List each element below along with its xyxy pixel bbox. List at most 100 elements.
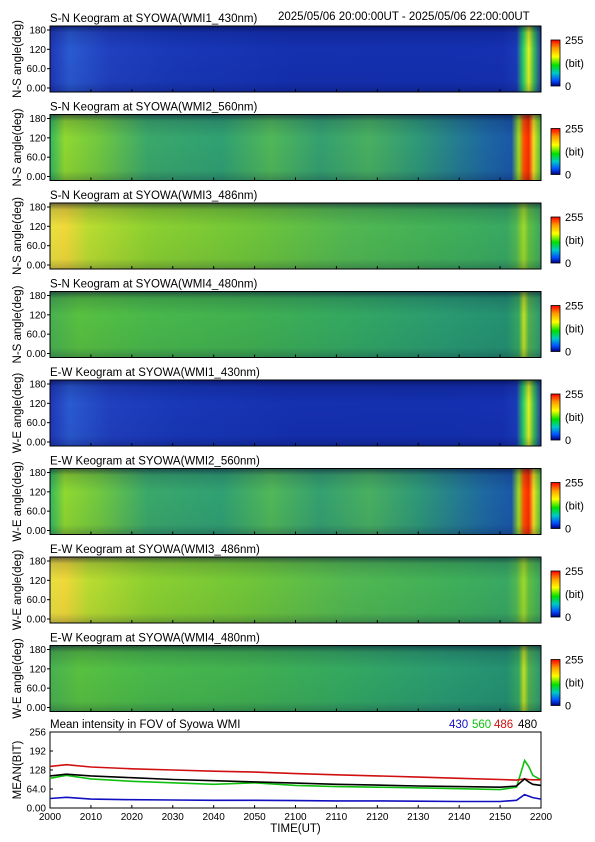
keogram-shading [50,114,541,181]
colorbar [550,39,561,87]
mean-xlabel: TIME(UT) [270,823,321,835]
y-tick-label: 120 [29,487,46,498]
keogram-ylabel: W-E angle(deg) [12,638,24,718]
keogram-title: S-N Keogram at SYOWA(WMI1_430nm) [50,13,257,25]
y-tick-label: 60.0 [27,418,47,429]
series-line-480 [49,773,542,789]
mean-plot-frame [49,731,542,809]
colorbar-max-label: 255 [565,301,583,313]
keogram-panel: S-N Keogram at SYOWA(WMI3_486nm) 180 120 60… [12,190,584,275]
mean-x-tick-label: 2020 [121,812,144,823]
colorbar-unit-label: (bit) [565,412,584,424]
colorbar [550,393,561,441]
colorbar-max-label: 255 [565,389,583,401]
y-tick-label: 60.0 [27,241,47,252]
y-tick-label: 0.00 [27,172,47,183]
y-tick-label: 180 [29,468,46,479]
colorbar-unit-label: (bit) [565,147,584,159]
keogram-title: E-W Keogram at SYOWA(WMI2_560nm) [50,456,260,468]
mean-y-tick-label: 64.0 [27,785,47,796]
keogram-title: E-W Keogram at SYOWA(WMI3_486nm) [50,544,260,556]
y-tick-label: 60.0 [27,330,47,341]
keogram-ylabel: N-S angle(deg) [12,197,24,275]
mean-y-tick-label: 0.00 [27,804,47,815]
mean-x-tick-label: 2000 [39,812,62,823]
y-tick-label: 60.0 [27,153,47,164]
keogram-ylabel: W-E angle(deg) [12,461,24,541]
mean-x-tick-label: 2120 [366,812,389,823]
mean-x-tick-label: 2030 [162,812,185,823]
y-tick-label: 0.00 [27,349,47,360]
colorbar-min-label: 0 [565,524,571,536]
colorbar-unit-label: (bit) [565,235,584,247]
mean-x-tick-label: 2140 [448,812,471,823]
keogram-ylabel: N-S angle(deg) [12,285,24,363]
keogram-shading [50,291,541,358]
mean-x-tick-label: 2100 [284,812,307,823]
y-tick-label: 120 [29,664,46,675]
y-tick-label: 60.0 [27,507,47,518]
y-tick-label: 180 [29,26,46,37]
colorbar-min-label: 0 [565,612,571,624]
keogram-shading [50,557,541,623]
mean-x-tick-label: 2130 [407,812,430,823]
y-tick-label: 120 [29,399,46,410]
mean-ylabel: MEAN(BIT) [12,740,24,799]
header-time-range: 2025/05/06 20:00:00UT - 2025/05/06 22:00… [278,11,530,23]
y-tick-label: 0.00 [27,438,47,449]
mean-x-tick-label: 2200 [530,812,553,823]
keogram-shading [50,645,541,712]
keogram-panel: E-W Keogram at SYOWA(WMI4_480nm) 180 120 60… [12,633,584,719]
series-line-560 [49,758,542,791]
keogram-shading [50,380,541,446]
colorbar-unit-label: (bit) [565,501,584,513]
mean-x-tick-label: 2150 [489,812,512,823]
mean-x-tick-label: 2110 [326,812,348,823]
colorbar-unit-label: (bit) [565,58,584,70]
keogram-panel: E-W Keogram at SYOWA(WMI3_486nm) 180 120 60… [12,544,584,630]
mean-y-tick-label: 192 [29,747,46,758]
y-tick-label: 120 [29,310,46,321]
keogram-panel: S-N Keogram at SYOWA(WMI1_430nm) 180 120 60… [12,13,584,98]
y-tick-label: 0.00 [27,703,47,714]
colorbar [550,570,561,618]
y-tick-label: 120 [29,133,46,144]
y-tick-label: 120 [29,576,46,587]
colorbar-unit-label: (bit) [565,589,584,601]
keogram-panels: S-N Keogram at SYOWA(WMI1_430nm) 180 120 60… [12,13,584,719]
series-line-430 [49,793,542,803]
y-tick-label: 120 [29,45,46,56]
keogram-ylabel: N-S angle(deg) [12,20,24,98]
y-tick-label: 180 [29,380,46,391]
keogram-panel: S-N Keogram at SYOWA(WMI2_560nm) 180 120 60… [12,102,584,187]
keogram-panel: S-N Keogram at SYOWA(WMI4_480nm) 180 120 60… [12,279,584,364]
y-tick-label: 180 [29,203,46,214]
mean-y-tick-label: 128 [29,766,46,777]
legend-entry: 480 [518,719,537,731]
y-tick-label: 60.0 [27,595,47,606]
y-tick-label: 180 [29,291,46,302]
legend-entry: 560 [472,719,491,731]
keogram-panel: E-W Keogram at SYOWA(WMI2_560nm) 180 120 60… [12,456,584,542]
y-tick-label: 180 [29,645,46,656]
colorbar-max-label: 255 [565,566,583,578]
y-tick-label: 180 [29,114,46,125]
colorbar-unit-label: (bit) [565,324,584,336]
colorbar-max-label: 255 [565,124,583,136]
mean-x-tick-label: 2010 [80,812,103,823]
keogram-title: E-W Keogram at SYOWA(WMI4_480nm) [50,633,260,645]
colorbar-min-label: 0 [565,435,571,447]
legend-entry: 486 [494,719,513,731]
keogram-ylabel: W-E angle(deg) [12,550,24,630]
mean-x-tick-label: 2040 [203,812,226,823]
mean-x-tick-label: 2050 [243,812,266,823]
colorbar-max-label: 255 [565,212,583,224]
colorbar-min-label: 0 [565,81,571,93]
keogram-title: E-W Keogram at SYOWA(WMI1_430nm) [50,367,260,379]
colorbar-max-label: 255 [565,655,583,667]
keogram-panel: E-W Keogram at SYOWA(WMI1_430nm) 180 120 60… [12,367,584,453]
colorbar-min-label: 0 [565,701,571,713]
colorbar [550,659,561,706]
colorbar-max-label: 255 [565,35,583,47]
